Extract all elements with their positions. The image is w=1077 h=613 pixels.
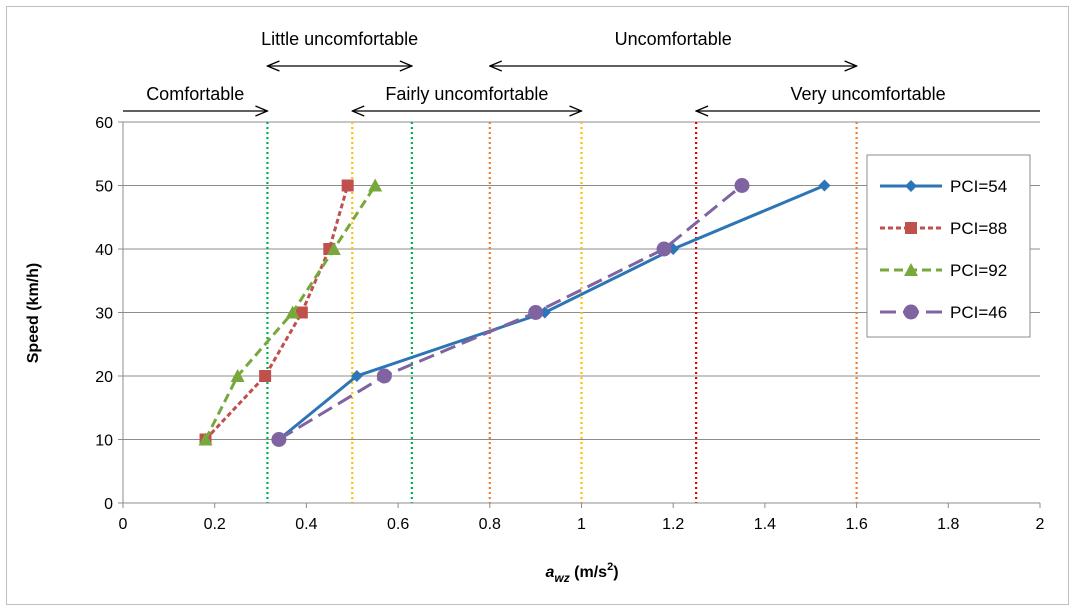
series-1-point-4	[341, 179, 354, 192]
series-2-point-4	[368, 178, 383, 192]
y-axis-title: Speed (km/h)	[25, 263, 42, 363]
legend-label-3: PCI=46	[950, 303, 1007, 322]
x-axis-title: awz (m/s2)	[545, 561, 618, 585]
y-tick-label-6: 60	[95, 115, 113, 132]
x-tick-label-3: 0.6	[387, 516, 409, 533]
series-2-point-1	[230, 369, 245, 382]
legend-marker-2	[904, 263, 918, 276]
x-tick-label-6: 1.2	[662, 516, 684, 533]
series-3-point-2	[528, 305, 544, 320]
x-tick-label-10: 2	[1036, 516, 1045, 533]
y-tick-label-1: 10	[95, 433, 113, 450]
x-tick-label-4: 0.8	[479, 516, 501, 533]
x-axis-title-close: )	[613, 564, 618, 581]
zone-label-2: Fairly uncomfortable	[385, 84, 548, 104]
series-3-point-4	[734, 178, 750, 193]
legend-marker-3	[903, 304, 919, 320]
y-tick-label-3: 30	[95, 306, 113, 323]
zone-label-3: Uncomfortable	[615, 29, 732, 49]
legend-label-2: PCI=92	[950, 261, 1007, 280]
y-tick-label-2: 20	[95, 369, 113, 386]
y-tick-label-4: 40	[95, 242, 113, 259]
x-tick-label-1: 0.2	[204, 516, 226, 533]
series-2-point-3	[326, 242, 341, 255]
x-tick-label-0: 0	[119, 516, 128, 533]
y-tick-label-0: 0	[104, 496, 113, 513]
x-axis-title-unit: (m/s	[570, 564, 607, 581]
zone-label-0: Comfortable	[146, 84, 244, 104]
y-tick-label-5: 50	[95, 179, 113, 196]
series-1-point-2	[295, 306, 308, 319]
series-0-point-4	[818, 179, 831, 192]
legend-label-0: PCI=54	[950, 177, 1007, 196]
series-1-point-1	[259, 370, 272, 382]
x-tick-label-5: 1	[577, 516, 586, 533]
x-tick-label-2: 0.4	[295, 516, 317, 533]
series-3-point-0	[271, 432, 287, 447]
zone-label-1: Little uncomfortable	[261, 29, 418, 49]
threshold-lines	[266, 122, 858, 503]
series-0-point-1	[350, 370, 363, 382]
x-axis-title-subscript: wz	[554, 571, 569, 585]
series-3-point-1	[376, 368, 392, 384]
zone-label-4: Very uncomfortable	[791, 84, 946, 104]
legend-marker-1	[905, 222, 917, 234]
series-3-point-3	[656, 241, 672, 257]
comfort-zone-annotations: Comfortable Little uncomfortable Fairly un…	[123, 29, 1040, 111]
series-lines	[198, 178, 831, 447]
series-2-point-2	[285, 305, 300, 319]
x-tick-label-9: 1.8	[937, 516, 959, 533]
legend-label-1: PCI=88	[950, 219, 1007, 238]
series-2-point-0	[198, 432, 213, 446]
x-tick-label-8: 1.6	[845, 516, 867, 533]
x-tick-label-7: 1.4	[754, 516, 776, 533]
legend: PCI=54 PCI=88 PCI=92 PCI=46	[866, 154, 1031, 338]
x-axis-title-symbol: a	[545, 564, 554, 581]
x-axis-title-superscript: 2	[607, 561, 613, 573]
axes: 0 10 20 30 40 50 60 0 0.2 0.4 0.6 0.8 1 1.2 1.4 1.6 1.8 2	[95, 115, 1044, 533]
legend-marker-0	[905, 180, 917, 192]
